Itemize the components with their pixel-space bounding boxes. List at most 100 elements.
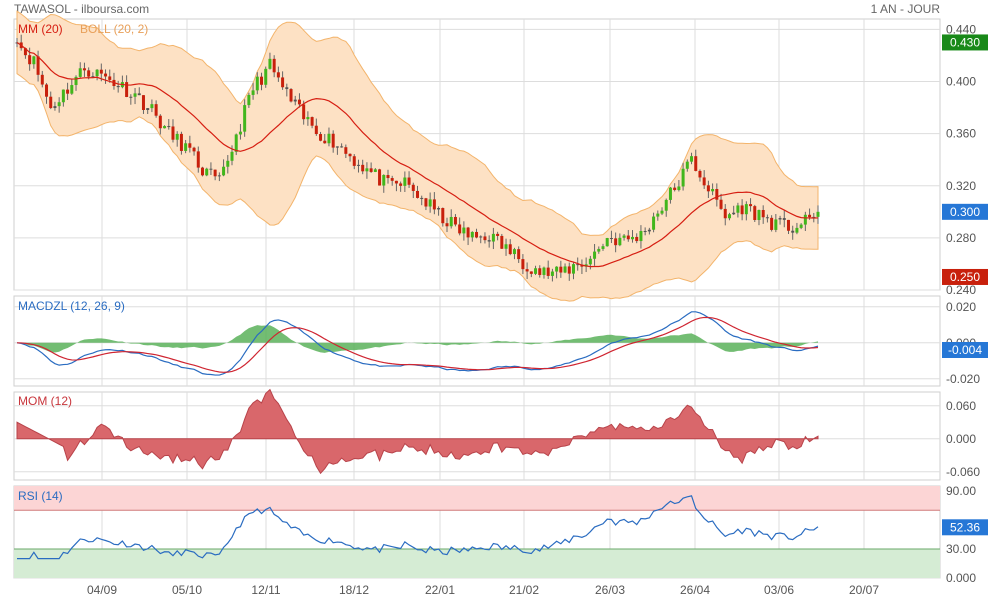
price-y-tick: 0.240	[946, 283, 976, 297]
period-label: 1 AN - JOUR	[871, 2, 941, 16]
candle	[534, 268, 538, 274]
candle	[749, 204, 753, 207]
candle	[281, 77, 285, 88]
macd-y-tick: -0.020	[946, 372, 980, 386]
rsi-value-label: 52.36	[950, 520, 980, 534]
candle	[803, 214, 807, 225]
x-tick-label: 26/04	[680, 583, 710, 597]
candle	[297, 99, 301, 105]
momentum-area	[16, 388, 819, 475]
candle	[361, 164, 365, 172]
candle	[217, 175, 221, 177]
candle	[87, 70, 91, 77]
price-tag-last	[942, 203, 988, 220]
candle	[795, 227, 799, 233]
candle	[40, 74, 44, 85]
candle	[546, 267, 550, 276]
candle	[685, 161, 689, 169]
candle	[323, 140, 327, 144]
candle	[251, 90, 255, 95]
candle	[28, 55, 32, 65]
candle	[335, 146, 339, 148]
x-tick-label: 04/09	[87, 583, 117, 597]
candle	[163, 126, 167, 129]
candle	[154, 104, 158, 116]
candle	[647, 229, 651, 232]
candle	[91, 76, 95, 78]
macd-value-tag	[942, 342, 988, 358]
candle	[475, 231, 479, 238]
macd-y-tick: 0.020	[946, 300, 976, 314]
candle	[563, 266, 567, 273]
candle	[732, 212, 736, 215]
candle	[487, 240, 491, 242]
candle	[719, 199, 723, 209]
candle	[369, 168, 373, 172]
candle	[78, 68, 82, 77]
candle	[302, 104, 306, 120]
candle	[744, 204, 748, 215]
rsi-y-tick: 0.000	[946, 571, 976, 585]
candle	[660, 210, 664, 214]
x-tick-label: 22/01	[425, 583, 455, 597]
bollinger-band	[16, 10, 819, 302]
candle	[458, 224, 462, 234]
chart-title: TAWASOL - ilboursa.com	[14, 2, 149, 16]
candle	[437, 208, 441, 210]
candle	[698, 170, 702, 178]
candle	[786, 219, 790, 231]
x-tick-label: 12/11	[251, 583, 280, 597]
candle	[49, 96, 53, 109]
candle	[778, 218, 782, 220]
candle	[327, 133, 331, 144]
candle	[466, 227, 470, 238]
candle	[593, 251, 597, 259]
candle	[356, 164, 360, 166]
legend-ma: MM (20)	[18, 22, 63, 36]
macd-panel	[13, 295, 941, 387]
candle	[757, 209, 761, 221]
candle	[137, 93, 141, 96]
candle	[394, 180, 398, 184]
candle	[141, 95, 145, 110]
candle	[542, 267, 546, 275]
candle	[272, 58, 276, 73]
candle	[61, 89, 65, 103]
candle	[179, 133, 183, 151]
candle	[188, 143, 192, 148]
candle	[399, 183, 403, 186]
legend-boll: BOLL (20, 2)	[80, 22, 148, 36]
candle	[816, 211, 820, 217]
rsi-overbought-zone	[14, 486, 940, 511]
candle	[192, 147, 196, 152]
mom-panel	[13, 391, 941, 481]
candle	[723, 208, 727, 219]
candle	[382, 175, 386, 186]
candle	[508, 244, 512, 255]
rsi-y-tick: 90.00	[946, 484, 976, 498]
candle	[260, 76, 264, 85]
x-tick-label: 20/07	[849, 583, 879, 597]
price-tag-high	[942, 34, 988, 51]
candle	[597, 248, 601, 252]
candle	[812, 216, 816, 218]
candle	[512, 249, 516, 255]
candle	[504, 244, 508, 249]
candle	[264, 68, 268, 85]
candle	[276, 72, 280, 78]
x-tick-label: 21/02	[509, 583, 539, 597]
price-y-tick: 0.360	[946, 127, 976, 141]
price-y-tick: 0.280	[946, 231, 976, 245]
candle	[226, 160, 230, 167]
candle	[331, 133, 335, 148]
candle	[441, 208, 445, 224]
candle	[736, 205, 740, 213]
price-tag-last-label: 0.300	[950, 205, 980, 219]
candle	[753, 206, 757, 221]
candle	[770, 217, 774, 230]
price-tag-high-label: 0.430	[950, 35, 980, 49]
candle	[310, 117, 314, 126]
candle	[791, 230, 795, 233]
mom-y-tick: -0.060	[946, 465, 980, 479]
candle	[314, 125, 318, 135]
